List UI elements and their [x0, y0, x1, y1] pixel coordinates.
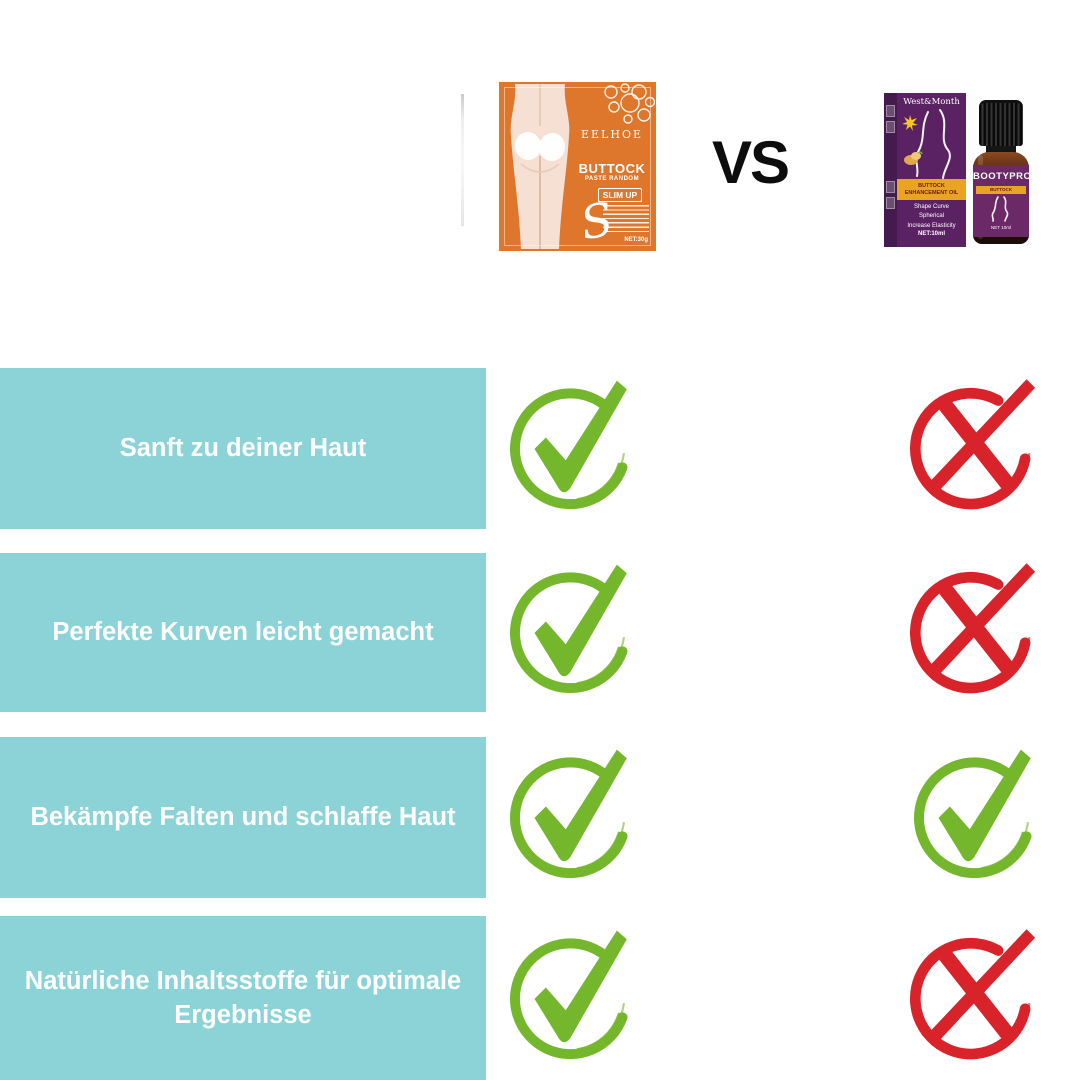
check-icon: [499, 744, 641, 891]
bottle-band-label: BUTTOCK ENHANCEMENT OIL: [976, 186, 1026, 194]
bottle-collar: [986, 146, 1016, 153]
product-a-net-weight: NET:30g: [624, 237, 648, 243]
fine-print-lines: [603, 205, 649, 235]
s-swoosh-decoration: S: [576, 191, 617, 251]
panel-thumbnail: [886, 181, 895, 193]
verdict-cell-a-3: [500, 737, 640, 898]
check-icon: [499, 559, 641, 706]
verdict-cell-b-3: [901, 737, 1047, 898]
ginger-illustration: [904, 151, 923, 165]
verdict-cell-b-4: [901, 916, 1047, 1080]
verdict-cell-b-2: [901, 553, 1047, 712]
panel-thumbnail: [886, 197, 895, 209]
body-silhouette-lines: [915, 109, 951, 179]
check-icon: [903, 744, 1045, 891]
product-b-bottle-net: NET 10ml: [991, 225, 1011, 230]
box-feature-lines: Shape Curve Spherical Increase Elasticit…: [897, 203, 966, 231]
verdict-cell-b-1: [901, 368, 1047, 529]
badge-underline: [598, 201, 642, 202]
feature-bar: Natürliche Inhaltsstoffe für optimale Er…: [0, 916, 486, 1080]
box-feature-line: Increase Elasticity: [907, 222, 956, 229]
box-side-panel: [884, 93, 897, 247]
feature-bar: Bekämpfe Falten und schlaffe Haut: [0, 737, 486, 898]
product-b-bottle-photo: BOOTYPRO BUTTOCK ENHANCEMENT OIL NET 10m…: [969, 100, 1033, 245]
bottle-silhouette-lines: [991, 196, 1009, 222]
cross-icon: [903, 559, 1045, 706]
product-a-subtitle: PASTE RANDOM: [584, 176, 640, 182]
product-a-title: BUTTOCK: [578, 161, 646, 176]
check-icon: [499, 925, 641, 1072]
cross-icon: [903, 925, 1045, 1072]
box-front-face: West&Month BUTTOCK ENHANCEMENT OIL Shape…: [897, 93, 966, 247]
verdict-cell-a-1: [500, 368, 640, 529]
feature-label: Perfekte Kurven leicht gemacht: [52, 618, 434, 647]
body-illustration: [510, 84, 570, 249]
panel-thumbnail: [886, 121, 895, 133]
bottle-label: BOOTYPRO BUTTOCK ENHANCEMENT OIL NET 10m…: [973, 165, 1032, 237]
bottle-cap: [979, 100, 1023, 146]
product-b-box-net: NET:10ml: [917, 231, 945, 237]
verdict-cell-a-2: [500, 553, 640, 712]
stray-photo-edge: [461, 94, 464, 226]
cross-icon: [903, 375, 1045, 522]
check-icon: [499, 375, 641, 522]
feature-label: Bekämpfe Falten und schlaffe Haut: [30, 803, 456, 832]
product-b-box-brand: West&Month: [903, 97, 960, 107]
box-feature-line: Spherical: [918, 213, 944, 220]
feature-bar: Perfekte Kurven leicht gemacht: [0, 553, 486, 712]
starburst-icon: [902, 115, 918, 131]
product-b-box-photo: West&Month BUTTOCK ENHANCEMENT OIL Shape…: [884, 93, 966, 247]
verdict-cell-a-4: [500, 916, 640, 1080]
feature-label: Sanft zu deiner Haut: [119, 434, 367, 463]
vs-label: VS: [711, 129, 790, 196]
box-feature-line: Shape Curve: [913, 204, 950, 210]
product-a-brand: EELHOE: [580, 128, 643, 141]
feature-label: Natürliche Inhaltsstoffe für optimale Er…: [24, 966, 462, 1029]
box-band-label: BUTTOCK ENHANCEMENT OIL: [897, 179, 966, 200]
swirl-decoration: [604, 83, 655, 124]
feature-bar: Sanft zu deiner Haut: [0, 368, 486, 529]
product-a-package-photo: EELHOE BUTTOCK PASTE RANDOM SLIM UP S NE…: [499, 82, 656, 251]
panel-thumbnail: [886, 105, 895, 117]
product-b-bottle-brand: BOOTYPRO: [973, 171, 1032, 182]
